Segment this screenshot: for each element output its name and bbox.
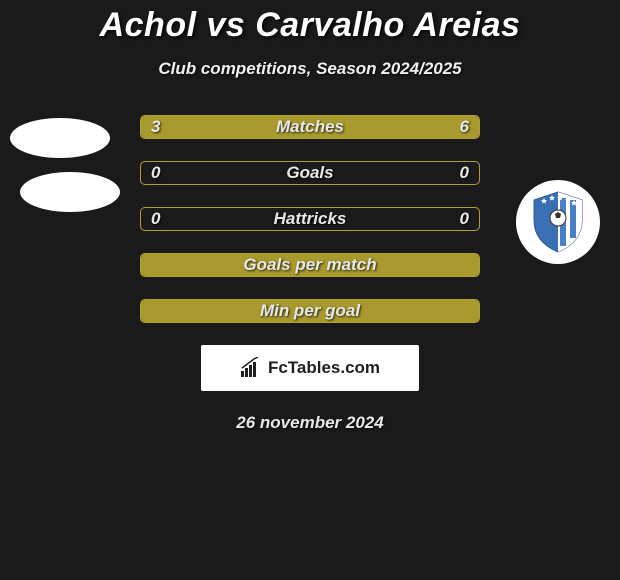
stat-row: Goals per match (140, 253, 480, 277)
page-subtitle: Club competitions, Season 2024/2025 (0, 59, 620, 79)
shield-icon (530, 190, 586, 254)
player-avatar-left-2 (20, 172, 120, 212)
footer-brand-box: FcTables.com (201, 345, 419, 391)
player-avatar-left-1 (10, 118, 110, 158)
stat-label: Matches (141, 117, 479, 137)
footer-brand-text: FcTables.com (268, 358, 380, 378)
stat-row: 36Matches (140, 115, 480, 139)
stat-label: Goals (141, 163, 479, 183)
chart-icon (240, 357, 262, 379)
stat-label: Min per goal (141, 301, 479, 321)
page-title: Achol vs Carvalho Areias (0, 6, 620, 45)
stat-label: Hattricks (141, 209, 479, 229)
stat-row: 00Goals (140, 161, 480, 185)
stat-row: Min per goal (140, 299, 480, 323)
stat-label: Goals per match (141, 255, 479, 275)
club-logo-right (516, 180, 600, 264)
infographic-container: Achol vs Carvalho Areias Club competitio… (0, 0, 620, 433)
date-text: 26 november 2024 (0, 413, 620, 433)
stat-row: 00Hattricks (140, 207, 480, 231)
